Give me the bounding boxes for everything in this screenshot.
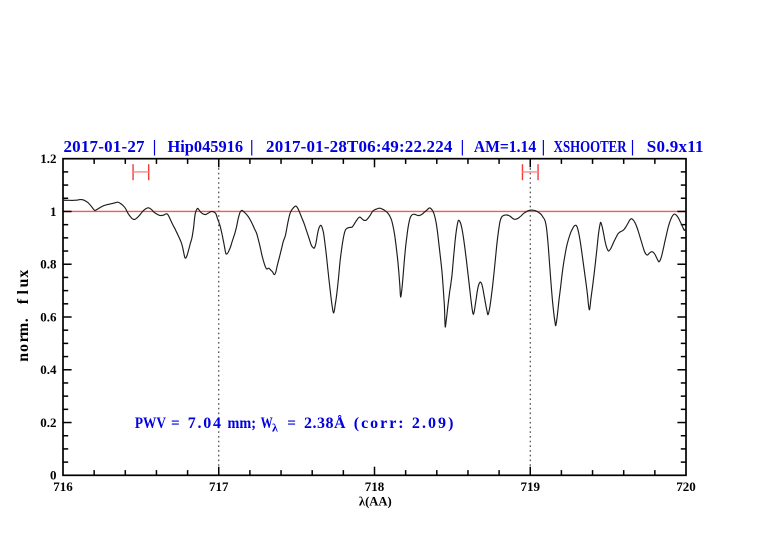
svg-text:716: 716 bbox=[53, 479, 73, 494]
svg-text:=: = bbox=[171, 415, 180, 432]
svg-text:0: 0 bbox=[50, 468, 57, 483]
svg-text:7.04: 7.04 bbox=[188, 415, 221, 432]
svg-text:mm;: mm; bbox=[228, 415, 256, 432]
svg-text:AM=1.14: AM=1.14 bbox=[474, 137, 537, 156]
svg-text:|: | bbox=[250, 137, 254, 156]
svg-text:720: 720 bbox=[676, 479, 696, 494]
svg-text:0.4: 0.4 bbox=[40, 362, 57, 377]
svg-text:S0.9x11: S0.9x11 bbox=[647, 137, 704, 156]
svg-text:|: | bbox=[460, 137, 464, 156]
svg-text:2.38Å: 2.38Å bbox=[304, 414, 346, 432]
svg-text:Hip045916: Hip045916 bbox=[167, 137, 243, 156]
svg-text:1: 1 bbox=[50, 204, 57, 219]
svg-text:|: | bbox=[541, 137, 545, 156]
svg-text:718: 718 bbox=[365, 479, 385, 494]
svg-text:XSHOOTER: XSHOOTER bbox=[554, 137, 627, 156]
svg-text:1.2: 1.2 bbox=[40, 151, 56, 166]
svg-text:2017-01-27: 2017-01-27 bbox=[64, 137, 146, 156]
svg-text:=: = bbox=[287, 415, 296, 432]
svg-text:0.8: 0.8 bbox=[40, 257, 57, 272]
svg-text:719: 719 bbox=[520, 479, 540, 494]
svg-text:2017-01-28T06:49:22.224: 2017-01-28T06:49:22.224 bbox=[266, 137, 453, 156]
svg-text:|: | bbox=[631, 137, 635, 156]
svg-text:2.09): 2.09) bbox=[412, 415, 454, 432]
svg-text:λ(AA): λ(AA) bbox=[359, 494, 392, 509]
svg-text:W: W bbox=[261, 415, 273, 432]
svg-text:0.6: 0.6 bbox=[40, 309, 57, 324]
svg-text:0.2: 0.2 bbox=[40, 415, 56, 430]
svg-text:PWV: PWV bbox=[135, 415, 166, 432]
svg-text:λ: λ bbox=[272, 421, 278, 435]
svg-text:717: 717 bbox=[209, 479, 229, 494]
svg-text:|: | bbox=[153, 137, 157, 156]
